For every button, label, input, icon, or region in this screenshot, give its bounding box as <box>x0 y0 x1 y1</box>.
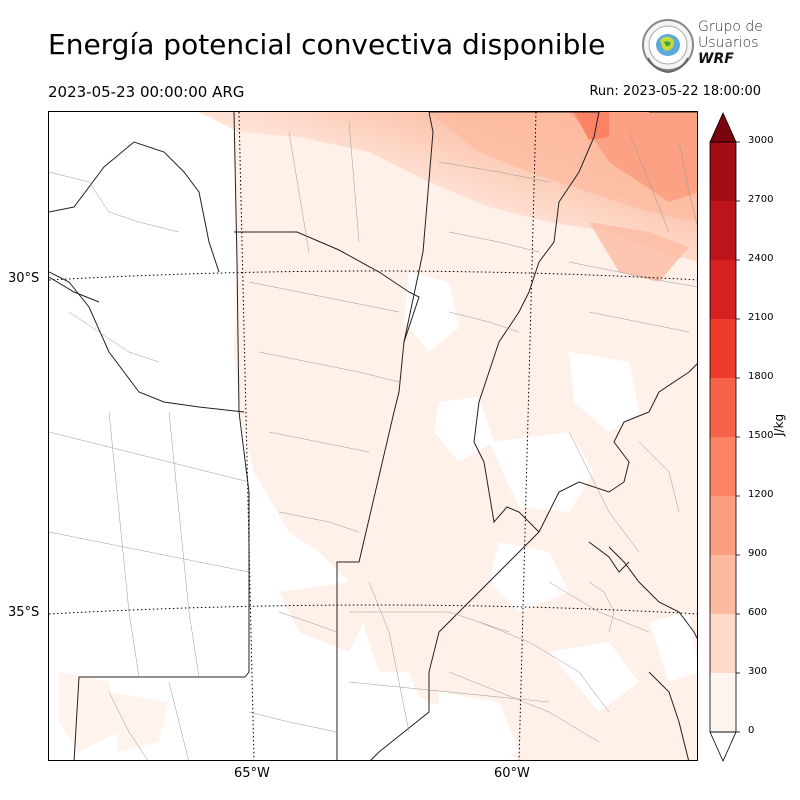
colorbar-tick-label: 600 <box>748 607 768 618</box>
colorbar-bin <box>710 673 736 732</box>
colorbar-extend-max <box>709 112 737 143</box>
logo-line3: WRF <box>698 51 734 67</box>
cape-shading <box>59 112 697 760</box>
colorbar-bin <box>710 614 736 673</box>
colorbar-bin <box>710 201 736 260</box>
colorbar-tick-label: 2700 <box>748 194 774 205</box>
colorbar-bin <box>710 260 736 319</box>
province-borders <box>49 112 697 760</box>
graticule <box>49 112 697 760</box>
lon-label-65w: 65°W <box>234 766 270 781</box>
colorbar-tick-label: 0 <box>748 725 755 736</box>
colorbar-extend-min <box>709 731 737 762</box>
page-title: Energía potencial convectiva disponible <box>48 28 606 61</box>
colorbar-tick-label: 900 <box>748 548 768 559</box>
map-canvas <box>49 112 697 760</box>
colorbar-bin <box>710 142 736 201</box>
wrf-logo: Grupo de Usuarios WRF <box>640 18 770 76</box>
colorbar-bin <box>710 496 736 555</box>
colorbar-tick-label: 2100 <box>748 312 774 323</box>
colorbar-bin <box>710 437 736 496</box>
colorbar <box>709 112 740 762</box>
colorbar-bin <box>710 378 736 437</box>
coastline <box>608 546 697 640</box>
run-time: Run: 2023-05-22 18:00:00 <box>589 84 761 99</box>
logo-line1: Grupo de <box>698 19 763 35</box>
colorbar-tick-label: 1500 <box>748 430 774 441</box>
colorbar-bin <box>710 555 736 614</box>
logo-text: Grupo de Usuarios WRF <box>698 19 763 67</box>
colorbar-tick-label: 1800 <box>748 371 774 382</box>
logo-line2: Usuarios <box>698 35 759 51</box>
colorbar-tick-label: 300 <box>748 666 768 677</box>
colorbar-tick-label: 2400 <box>748 253 774 264</box>
colorbar-unit: J/kg <box>772 413 786 436</box>
coastline-south <box>648 671 690 760</box>
cape-map[interactable] <box>48 111 698 761</box>
department-borders <box>49 121 697 760</box>
lat-label-35s: 35°S <box>8 605 40 620</box>
colorbar-tick-label: 3000 <box>748 135 774 146</box>
valid-time: 2023-05-23 00:00:00 ARG <box>48 83 245 101</box>
lon-label-60w: 60°W <box>494 766 530 781</box>
colorbar-tick-label: 1200 <box>748 489 774 500</box>
lat-label-30s: 30°S <box>8 271 40 286</box>
wrf-globe-icon <box>642 19 694 74</box>
colorbar-bin <box>710 319 736 378</box>
